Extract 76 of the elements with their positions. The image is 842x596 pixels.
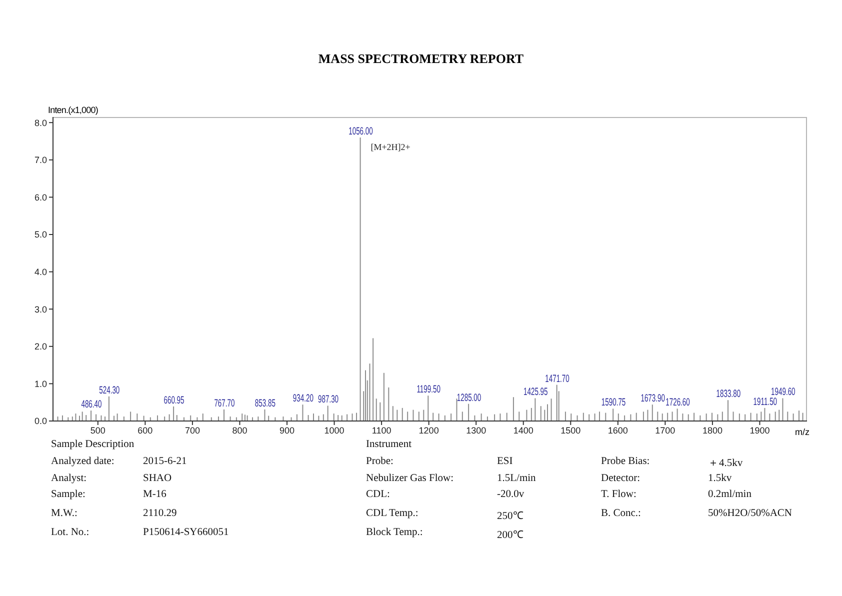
annotation: 1590.75: [601, 396, 626, 408]
text: Detector:: [601, 473, 640, 484]
x-tick-label: 1500: [560, 425, 581, 436]
text: Analyzed date:: [51, 456, 114, 467]
text: 250℃: [497, 510, 523, 522]
text: 2110.29: [143, 508, 177, 519]
text: M-16: [143, 489, 166, 500]
y-tick-label: 7.0: [34, 155, 47, 166]
text: CDL:: [366, 489, 390, 500]
x-tick-label: 1000: [324, 425, 344, 436]
x-tick-label: 1400: [513, 425, 534, 436]
x-tick-label: 600: [138, 425, 153, 436]
y-tick-label: 6.0: [34, 192, 47, 202]
text: ＋4.5kv: [708, 457, 743, 470]
annotation: 1285.00: [456, 391, 482, 404]
x-tick-label: 900: [279, 425, 295, 436]
x-tick-label: 1300: [466, 425, 486, 436]
annotation: 1056.00: [348, 124, 373, 137]
x-axis-title: m/z: [795, 427, 810, 437]
text: Probe Bias:: [601, 456, 650, 467]
text: SHAO: [143, 473, 172, 484]
y-axis-title: Inten.(x1,000): [48, 105, 98, 115]
y-tick-label: 2.0: [34, 342, 47, 352]
x-tick-label: 700: [184, 425, 200, 436]
annotation: 1425.95: [524, 386, 548, 398]
annotation: 1911.50: [753, 395, 778, 408]
annotation: 1471.70: [545, 372, 570, 384]
x-tick-label: 500: [90, 425, 106, 436]
x-tick-label: 1100: [372, 425, 392, 436]
x-tick-label: 1700: [655, 425, 676, 436]
annotation: 524.30: [99, 384, 120, 396]
text: 1.5L/min: [497, 473, 536, 484]
annotation: 987.30: [318, 393, 339, 406]
text: Lot. No.:: [51, 527, 90, 538]
annotation: 1833.80: [716, 388, 741, 400]
text: Instrument: [366, 439, 412, 450]
text: Sample Description: [51, 439, 134, 450]
annotation: 486.40: [81, 398, 102, 410]
annotation: 934.20: [292, 392, 314, 404]
text: 2015-6-21: [143, 456, 187, 467]
text: Block Temp.:: [366, 527, 423, 538]
text: P150614-SY660051: [143, 527, 229, 538]
y-tick-label: 8.0: [34, 118, 47, 128]
x-tick-label: 1200: [418, 425, 439, 436]
chart-title: MASS SPECTROMETRY REPORT: [317, 51, 525, 67]
y-tick-label: 3.0: [34, 304, 47, 314]
text: 200℃: [497, 529, 523, 541]
text: -20.0v: [497, 489, 524, 500]
annotation: 1949.60: [771, 386, 796, 398]
annotation: 767.70: [214, 396, 235, 409]
y-tick-label: 5.0: [34, 230, 47, 240]
text: T. Flow:: [601, 489, 636, 500]
annotation: 1726.60: [666, 396, 690, 408]
y-tick-label: 0.0: [34, 416, 47, 426]
text: Nebulizer Gas Flow:: [366, 473, 454, 484]
text: Probe:: [366, 456, 394, 467]
y-tick-label: 4.0: [34, 266, 47, 277]
x-tick-label: 1600: [608, 425, 628, 436]
text: B. Conc.:: [601, 508, 641, 519]
text: 50%H2O/50%ACN: [708, 508, 792, 519]
annotation: [M+2H]2+: [370, 142, 410, 152]
text: 1.5kv: [708, 473, 732, 484]
text: Sample:: [51, 489, 86, 500]
text: Analyst:: [51, 473, 87, 484]
annotation: 853.85: [254, 396, 276, 409]
annotation: 1199.50: [416, 383, 441, 396]
annotation: 1673.90: [640, 392, 666, 404]
y-tick-label: 1.0: [34, 378, 47, 389]
x-tick-label: 1800: [702, 425, 722, 436]
text: 0.2ml/min: [708, 489, 752, 500]
text: ESI: [497, 456, 513, 467]
x-tick-label: 800: [232, 425, 248, 436]
text: M.W.:: [51, 508, 78, 519]
x-tick-label: 1900: [750, 425, 770, 436]
text: CDL Temp.:: [366, 508, 418, 519]
annotation: 660.95: [164, 394, 184, 406]
